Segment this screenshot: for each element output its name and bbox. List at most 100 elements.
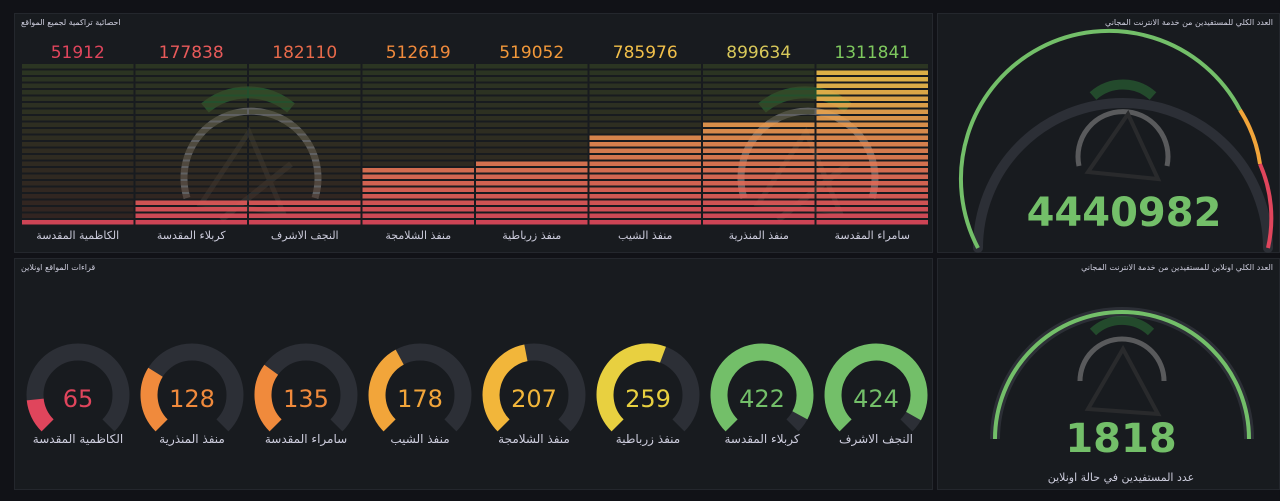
bar-segment-filled — [589, 161, 701, 166]
bar-segment-empty — [703, 70, 815, 75]
bar-segment-empty — [476, 135, 588, 140]
bar-segment-filled — [703, 122, 815, 127]
bar-column: 177838 كربلاء المقدسة — [135, 43, 247, 242]
bar-segment-filled — [589, 213, 701, 218]
bar-segment-empty — [362, 135, 474, 140]
bar-segment-filled — [816, 109, 928, 114]
bar-column: 1311841 سامراء المقدسة — [816, 43, 928, 242]
bar-segment-empty — [589, 116, 701, 121]
bar-segment-filled — [703, 187, 815, 192]
total-online-subtitle: عدد المستفيدين في حالة اونلاين — [1048, 471, 1194, 484]
bar-segment-empty — [135, 96, 247, 101]
bar-segment-filled — [589, 194, 701, 199]
bar-segment-filled — [589, 200, 701, 205]
bar-segment-empty — [476, 129, 588, 134]
bar-category-label: منفذ الشيب — [618, 229, 672, 242]
bar-segment-filled — [816, 213, 928, 218]
bar-segment-filled — [816, 83, 928, 88]
bar-column: 785976 منفذ الشيب — [589, 43, 701, 242]
bar-segment-filled — [362, 174, 474, 179]
bar-segment-empty — [589, 96, 701, 101]
bar-category-label: منفذ المنذرية — [729, 229, 789, 242]
bar-segment-empty — [249, 96, 361, 101]
total-value: 4440982 — [1027, 190, 1222, 236]
bar-segment-empty — [476, 103, 588, 108]
bar-segment-filled — [362, 213, 474, 218]
bar-segment-filled — [249, 220, 361, 225]
gauge-fill — [368, 349, 405, 432]
bar-segment-empty — [22, 70, 134, 75]
bar-segment-filled — [816, 135, 928, 140]
gauge-label: منفذ الشلامجة — [498, 432, 570, 446]
bar-segment-empty — [22, 77, 134, 82]
gauge-fill — [596, 343, 666, 432]
bar-segment-empty — [22, 122, 134, 127]
bar-segment-empty — [22, 148, 134, 153]
gauge-label: كربلاء المقدسة — [724, 432, 799, 447]
bar-category-label: كربلاء المقدسة — [157, 229, 227, 242]
gauge-fill — [824, 343, 928, 432]
bar-segment-empty — [249, 122, 361, 127]
total-panel-title: العدد الكلي للمستفيدين من خدمة الانترنت … — [1105, 18, 1273, 27]
bar-segment-empty — [135, 90, 247, 95]
bar-segment-empty — [22, 194, 134, 199]
gauge-label: النجف الاشرف — [839, 432, 913, 447]
bar-segment-filled — [816, 155, 928, 160]
bar-segment-empty — [249, 116, 361, 121]
bar-segment-filled — [816, 174, 928, 179]
bar-segment-filled — [816, 129, 928, 134]
bar-segment-empty — [703, 83, 815, 88]
bar-segment-empty — [589, 64, 701, 69]
bar-segment-empty — [249, 83, 361, 88]
bar-segment-filled — [816, 194, 928, 199]
bar-segment-filled — [476, 181, 588, 186]
bar-value-label: 182110 — [272, 43, 337, 63]
total-online-panel: العدد الكلي اونلاين للمستفيدين من خدمة ا… — [937, 258, 1280, 490]
logo-watermark-online — [1077, 315, 1167, 417]
bar-segment-filled — [816, 148, 928, 153]
bar-segment-filled — [703, 129, 815, 134]
bar-segment-filled — [362, 194, 474, 199]
bar-segment-empty — [22, 181, 134, 186]
bar-segment-empty — [249, 194, 361, 199]
bar-segment-empty — [249, 64, 361, 69]
bar-segment-empty — [135, 64, 247, 69]
bar-segment-filled — [589, 135, 701, 140]
bar-segment-filled — [816, 116, 928, 121]
bar-segment-empty — [362, 161, 474, 166]
bar-segment-empty — [589, 129, 701, 134]
bar-segment-empty — [249, 187, 361, 192]
bar-segment-empty — [362, 155, 474, 160]
cumulative-bar-chart: 51912 الكاظمية المقدسة 177838 كربلاء المقدس… — [22, 43, 928, 242]
bar-segment-empty — [22, 135, 134, 140]
gauge-value: 65 — [63, 385, 94, 413]
bar-segment-empty — [22, 207, 134, 212]
bar-segment-empty — [362, 83, 474, 88]
total-online-panel-title: العدد الكلي اونلاين للمستفيدين من خدمة ا… — [1081, 263, 1273, 272]
bar-segment-filled — [362, 220, 474, 225]
bar-segment-empty — [703, 64, 815, 69]
bar-segment-empty — [476, 64, 588, 69]
bar-segment-empty — [476, 90, 588, 95]
bar-segment-empty — [362, 96, 474, 101]
gauge-value: 135 — [283, 385, 329, 413]
bar-segment-filled — [816, 220, 928, 225]
total-beneficiaries-panel: العدد الكلي للمستفيدين من خدمة الانترنت … — [937, 13, 1280, 253]
cumulative-stats-panel: احصائية تراكمية لجميع المواقع 51912 الكاظ… — [14, 13, 933, 253]
bar-segment-filled — [476, 213, 588, 218]
online-gauge: 135 سامراء المقدسة — [254, 343, 358, 447]
gauge-value: 178 — [397, 385, 443, 413]
bar-segment-filled — [589, 168, 701, 173]
gauge-label: الكاظمية المقدسة — [33, 432, 123, 446]
bar-segment-empty — [362, 90, 474, 95]
bar-segment-filled — [816, 200, 928, 205]
bar-column: 519052 منفذ زرباطية — [476, 43, 588, 242]
bar-segment-empty — [22, 174, 134, 179]
bar-segment-empty — [22, 168, 134, 173]
gauge-fill — [710, 343, 814, 432]
bar-segment-empty — [589, 122, 701, 127]
bar-segment-filled — [362, 181, 474, 186]
bar-value-label: 51912 — [51, 43, 105, 63]
bar-segment-empty — [135, 70, 247, 75]
bar-segment-empty — [703, 116, 815, 121]
